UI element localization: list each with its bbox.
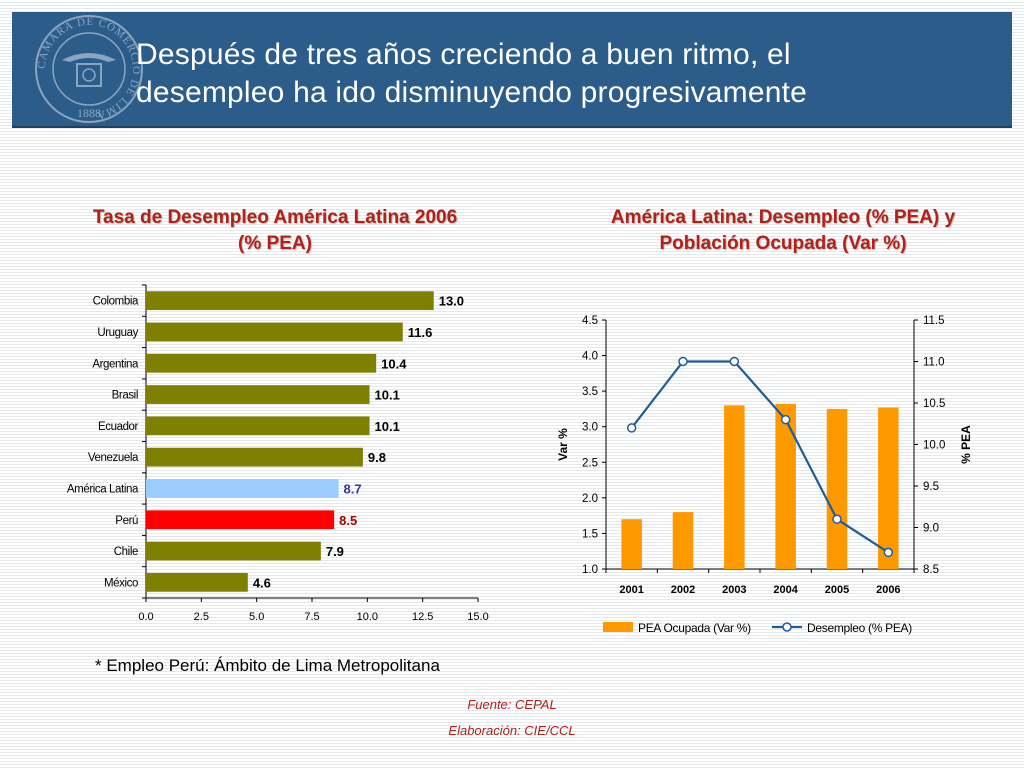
bar-category-label: Perú xyxy=(115,515,138,527)
combo-left-tick-label: 2.0 xyxy=(582,493,598,505)
bar-category-label: Ecuador xyxy=(98,421,139,433)
combo-bar-2001 xyxy=(621,519,642,569)
bar-value-label: 9.8 xyxy=(368,450,386,465)
combo-left-tick-label: 4.0 xyxy=(582,351,598,363)
bar-chart-x-tick-label: 0.0 xyxy=(138,611,153,623)
bar-value-label: 8.5 xyxy=(339,513,357,528)
bar-chart-x-tick-label: 12.5 xyxy=(412,611,433,623)
combo-x-tick-label: 2002 xyxy=(671,584,695,596)
combo-right-tick-label: 10.5 xyxy=(923,398,945,410)
bar-chart-title-line-2: (% PEA) xyxy=(238,233,312,254)
source-text: Fuente: CEPAL xyxy=(467,697,557,712)
legend-line-label: Desempleo (% PEA) xyxy=(807,621,912,635)
bar-chart-x-tick-label: 5.0 xyxy=(249,611,264,623)
bar-7 xyxy=(146,510,335,530)
combo-chart-title-line-1: América Latina: Desempleo (% PEA) y xyxy=(610,207,956,228)
combo-left-tick-label: 2.5 xyxy=(582,457,598,469)
bar-category-label: Colombia xyxy=(93,296,139,308)
combo-bar-2005 xyxy=(826,408,848,569)
bar-value-label: 11.6 xyxy=(408,325,433,340)
peru-footnote: * Empleo Perú: Ámbito de Lima Metropolit… xyxy=(95,656,440,675)
bar-2 xyxy=(146,353,377,373)
bar-value-label: 4.6 xyxy=(253,575,271,590)
unemployment-point-2001 xyxy=(626,423,637,433)
bar-value-label: 7.9 xyxy=(326,544,344,559)
svg-text:1888: 1888 xyxy=(77,106,101,120)
bar-3 xyxy=(146,385,370,404)
bar-value-label: 10.1 xyxy=(375,388,400,403)
bar-chart-x-tick-label: 10.0 xyxy=(357,611,378,623)
elaboration-text: Elaboración: CIE/CCL xyxy=(448,723,576,738)
unemployment-line xyxy=(630,360,889,554)
bar-value-label: 10.1 xyxy=(375,419,400,434)
combo-right-tick-label: 8.5 xyxy=(923,564,939,576)
combo-bar-2004 xyxy=(775,403,796,569)
combo-x-tick-label: 2005 xyxy=(825,584,849,596)
unemployment-point-2002 xyxy=(678,356,688,367)
slide-title: Después de tres años creciendo a buen ri… xyxy=(136,36,996,112)
bar-1 xyxy=(146,322,403,342)
bar-0 xyxy=(146,291,434,311)
combo-x-tick-label: 2004 xyxy=(773,584,798,596)
combo-bar-2006 xyxy=(878,407,899,569)
bar-chart-title: Tasa de Desempleo América Latina 2006 (%… xyxy=(40,205,510,257)
chamber-seal-logo: CAMARA DE COMERCIO DE LIMA 1888 xyxy=(35,15,143,123)
bar-category-label: Chile xyxy=(114,546,138,558)
bar-category-label: México xyxy=(104,577,138,589)
bar-chart-x-tick-label: 7.5 xyxy=(304,611,319,623)
legend-bar-label: PEA Ocupada (Var %) xyxy=(638,621,751,635)
combo-left-axis-label: Var % xyxy=(556,428,570,461)
combo-right-tick-label: 9.5 xyxy=(923,481,939,493)
combo-right-tick-label: 11.5 xyxy=(923,315,945,327)
combo-left-tick-label: 4.5 xyxy=(582,315,598,327)
unemployment-point-2005 xyxy=(832,514,842,524)
combo-left-tick-label: 1.5 xyxy=(582,528,598,540)
slide-title-line-1: Después de tres años creciendo a buen ri… xyxy=(136,38,791,71)
bar-chart-x-tick-label: 2.5 xyxy=(194,611,209,623)
bar-value-label: 13.0 xyxy=(439,294,464,309)
combo-bar-2002 xyxy=(672,512,694,569)
combo-x-tick-label: 2003 xyxy=(722,584,746,596)
combo-right-tick-label: 9.0 xyxy=(923,523,939,535)
unemployment-point-2003 xyxy=(729,356,740,367)
bar-9 xyxy=(146,572,248,592)
combo-x-tick-label: 2001 xyxy=(619,584,643,596)
unemployment-point-2004 xyxy=(780,414,791,425)
combo-left-tick-label: 1.0 xyxy=(582,564,598,576)
bar-category-label: Venezuela xyxy=(88,452,139,464)
bar-chart-x-tick-label: 15.0 xyxy=(467,611,488,623)
bar-value-label: 8.7 xyxy=(344,481,362,496)
legend-line-marker xyxy=(782,622,792,632)
bar-category-label: América Latina xyxy=(67,483,139,495)
bar-4 xyxy=(146,416,370,436)
title-banner: CAMARA DE COMERCIO DE LIMA 1888 Después … xyxy=(12,12,1012,128)
bar-8 xyxy=(146,541,321,561)
bar-chart-title-line-1: Tasa de Desempleo América Latina 2006 xyxy=(92,207,458,228)
combo-left-tick-label: 3.0 xyxy=(582,422,598,434)
combo-chart-title: América Latina: Desempleo (% PEA) y Pobl… xyxy=(548,205,1018,257)
combo-x-tick-label: 2006 xyxy=(876,584,900,596)
combo-right-axis-label: % PEA xyxy=(959,425,973,464)
combo-left-tick-label: 3.5 xyxy=(582,386,598,398)
combo-chart-title-line-2: Población Ocupada (Var %) xyxy=(659,233,907,254)
unemployment-point-2006 xyxy=(883,547,894,558)
legend-bar-swatch xyxy=(603,622,633,632)
bar-category-label: Argentina xyxy=(92,358,139,370)
bar-category-label: Brasil xyxy=(112,390,138,402)
combo-right-tick-label: 11.0 xyxy=(923,357,945,369)
bar-6 xyxy=(146,479,339,498)
bar-5 xyxy=(146,447,363,467)
bar-category-label: Uruguay xyxy=(97,327,138,339)
bar-value-label: 10.4 xyxy=(381,356,407,371)
slide-title-line-2: desempleo ha ido disminuyendo progresiva… xyxy=(136,76,808,109)
combo-right-tick-label: 10.0 xyxy=(923,440,945,452)
combo-bar-2003 xyxy=(724,405,745,569)
